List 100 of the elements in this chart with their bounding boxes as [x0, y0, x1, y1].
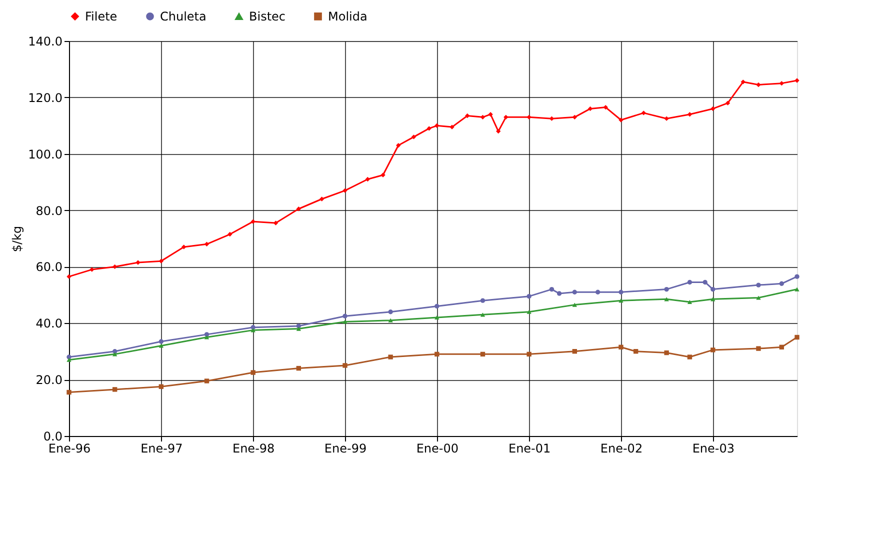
legend-label: Molida [328, 9, 368, 24]
y-tick-label: 0.0 [43, 430, 62, 444]
point [702, 280, 708, 285]
point [342, 363, 348, 368]
point [450, 124, 454, 130]
point [380, 172, 386, 178]
point [396, 143, 401, 148]
point [342, 314, 348, 318]
point [588, 106, 593, 112]
point [204, 335, 210, 340]
point [112, 349, 118, 354]
point [779, 281, 784, 286]
y-tick-label: 100.0 [28, 147, 62, 162]
point [687, 280, 692, 285]
x-tick-label: Ene-00 [416, 442, 458, 456]
x-tick-label: Ene-96 [48, 442, 91, 456]
point [664, 286, 669, 292]
point [526, 352, 532, 357]
point [504, 114, 508, 120]
point [434, 123, 440, 128]
point [556, 291, 562, 296]
point [228, 232, 232, 237]
point [794, 287, 800, 292]
point [465, 113, 470, 118]
point [526, 310, 532, 314]
point [66, 358, 72, 362]
point [664, 297, 669, 302]
point [794, 274, 800, 279]
point [710, 106, 716, 112]
point [725, 100, 730, 106]
point [480, 298, 486, 303]
point [687, 300, 692, 304]
point [411, 134, 416, 140]
point [434, 304, 440, 309]
y-tick-label: 120.0 [28, 90, 62, 105]
point [296, 324, 301, 328]
x-tick-label: Ene-02 [600, 442, 643, 456]
point [664, 350, 669, 356]
point [572, 349, 577, 354]
x-tick-label: Ene-97 [140, 442, 183, 456]
point [618, 118, 624, 122]
point [496, 128, 501, 134]
point [204, 378, 210, 384]
point [90, 267, 94, 272]
legend-label: Filete [85, 9, 118, 24]
point [204, 242, 210, 246]
point [526, 114, 532, 120]
y-tick-label: 40.0 [36, 316, 62, 331]
point [296, 366, 301, 371]
point [112, 352, 118, 356]
y-axis-title: $/kg [10, 226, 24, 252]
y-tick-label: 20.0 [36, 373, 62, 388]
x-tick-label: Ene-01 [508, 442, 551, 456]
point [687, 354, 692, 360]
point [710, 286, 716, 292]
legend-label: Chuleta [160, 9, 206, 24]
point [572, 302, 577, 307]
point [365, 176, 370, 182]
point [740, 80, 746, 84]
point [112, 387, 118, 392]
point [66, 274, 72, 279]
point [549, 116, 554, 121]
y-tick-label: 80.0 [36, 204, 62, 218]
point [181, 244, 186, 250]
point [250, 219, 256, 224]
x-tick-label: Ene-98 [232, 442, 275, 456]
point [488, 112, 493, 117]
point [112, 264, 118, 270]
point [687, 112, 692, 117]
point [388, 354, 393, 360]
point [779, 344, 784, 350]
point [296, 326, 301, 331]
point [549, 286, 554, 292]
point [158, 384, 164, 389]
point [664, 116, 669, 121]
point [641, 110, 646, 116]
point [250, 370, 256, 375]
point [794, 334, 800, 340]
point [756, 296, 761, 300]
point [426, 126, 432, 131]
point [434, 352, 440, 357]
point [250, 325, 256, 330]
point [756, 282, 761, 288]
point [296, 206, 301, 212]
legend-label: Bistec [249, 10, 286, 24]
point [136, 260, 140, 265]
point [603, 104, 608, 110]
point [756, 82, 761, 88]
point [342, 188, 348, 193]
point [779, 80, 784, 86]
point [434, 315, 440, 320]
point [388, 318, 393, 322]
point [319, 196, 324, 202]
x-tick-label: Ene-03 [692, 442, 734, 456]
point [480, 352, 486, 357]
point [388, 310, 393, 314]
point [480, 312, 486, 317]
point [710, 348, 716, 352]
point [618, 298, 624, 303]
x-tick-label: Ene-99 [324, 442, 367, 456]
